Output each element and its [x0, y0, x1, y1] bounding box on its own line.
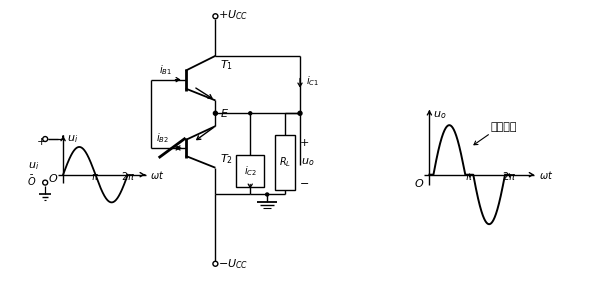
Text: $R_L$: $R_L$: [279, 155, 291, 169]
Text: $u_o$: $u_o$: [433, 109, 447, 121]
Text: $\pi$: $\pi$: [465, 171, 473, 182]
Circle shape: [249, 112, 252, 115]
Circle shape: [266, 193, 269, 196]
Text: 交越失真: 交越失真: [491, 122, 517, 132]
Text: $T_2$: $T_2$: [220, 152, 233, 166]
Text: $i_{B2}$: $i_{B2}$: [156, 131, 169, 145]
Text: $u_i$: $u_i$: [28, 160, 39, 172]
Text: $i_{C1}$: $i_{C1}$: [306, 74, 319, 87]
Text: $i_{C2}$: $i_{C2}$: [244, 164, 257, 178]
Text: $\omega t$: $\omega t$: [149, 169, 164, 181]
Text: $+$: $+$: [36, 136, 46, 147]
Text: $E$: $E$: [220, 107, 229, 119]
Bar: [236, 155, 264, 186]
Text: $i_{B1}$: $i_{B1}$: [159, 63, 172, 77]
Text: $-$: $-$: [299, 177, 309, 186]
Text: $O$: $O$: [48, 172, 58, 184]
Text: $2\pi$: $2\pi$: [502, 170, 516, 182]
Text: $+$: $+$: [299, 138, 309, 149]
Text: $u_i$: $u_i$: [67, 133, 78, 145]
Circle shape: [298, 111, 302, 115]
Text: $T_1$: $T_1$: [220, 58, 233, 72]
Text: $\omega t$: $\omega t$: [539, 169, 553, 181]
Text: $2\pi$: $2\pi$: [121, 170, 135, 182]
Text: $u_o$: $u_o$: [301, 156, 314, 168]
Text: $O$: $O$: [414, 177, 424, 189]
Circle shape: [214, 111, 217, 115]
Bar: [275, 135, 295, 190]
Text: $\pi$: $\pi$: [91, 171, 100, 182]
Text: $\bar{O}$: $\bar{O}$: [27, 173, 36, 188]
Text: $+U_{CC}$: $+U_{CC}$: [218, 8, 248, 22]
Text: $-U_{CC}$: $-U_{CC}$: [218, 257, 248, 271]
